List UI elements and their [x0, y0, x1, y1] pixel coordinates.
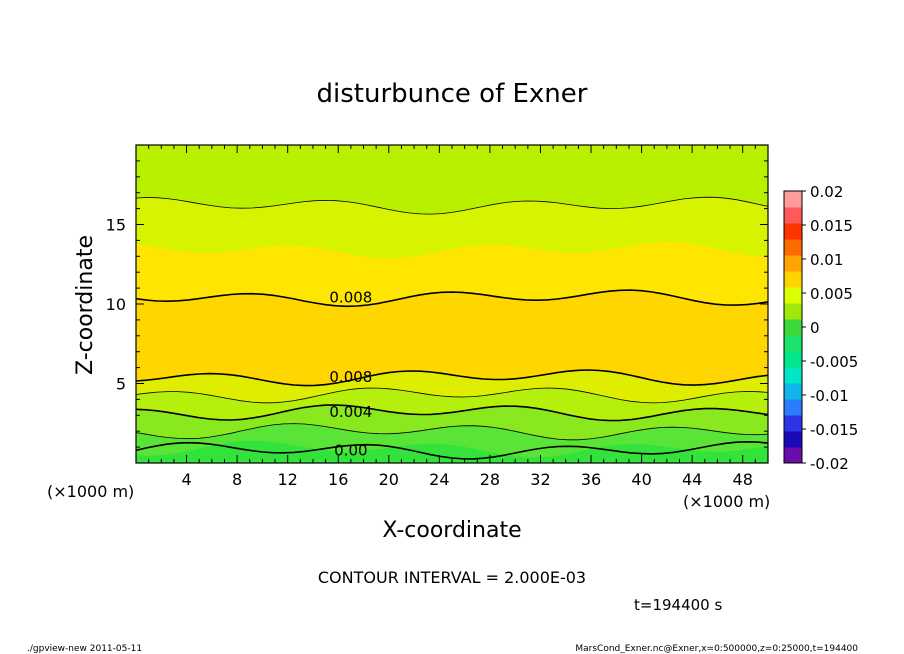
x-axis: 4 8 12 16 20 24 28 32 36 40 44 48	[135, 145, 769, 489]
colorbar-label: 0.02	[810, 183, 843, 201]
contour-line	[136, 387, 768, 404]
y-axis-label: Z-coordinate	[73, 235, 98, 375]
x-tick-label: 24	[429, 470, 449, 489]
colorbar-swatch	[784, 383, 802, 400]
footer-right: MarsCond_Exner.nc@Exner,x=0:500000,z=0:2…	[575, 644, 858, 654]
contour-interval-text: CONTOUR INTERVAL = 2.000E-03	[318, 568, 586, 587]
colorbar-swatch	[784, 271, 802, 288]
contour-line	[136, 423, 768, 441]
contour-line	[136, 289, 768, 308]
x-tick-label: 8	[232, 470, 242, 489]
x-tick-label: 16	[328, 470, 348, 489]
colorbar-label: -0.02	[810, 455, 849, 473]
x-tick-label: 32	[530, 470, 550, 489]
contour-line	[136, 196, 768, 215]
colorbar-swatch	[784, 255, 802, 272]
colorbar-label: 0	[810, 319, 820, 337]
contour-label: 0.008	[329, 368, 372, 386]
x-tick-label: 28	[480, 470, 500, 489]
y-tick-label: 10	[106, 295, 126, 314]
y-tick-label: 5	[116, 375, 126, 394]
colorbar-swatch	[784, 351, 802, 368]
colorbar-swatch	[784, 303, 802, 320]
colorbar-label: -0.01	[810, 387, 849, 405]
colorbar-label: -0.005	[810, 353, 858, 371]
y-axis: 5 10 15	[106, 144, 768, 464]
colorbar: 0.02 0.015 0.01 0.005 0 -0.005 -0.01 -0.015 -0.0…	[783, 183, 858, 473]
colorbar-swatch	[784, 319, 802, 336]
contour-label: 0.00	[334, 441, 367, 459]
colorbar-swatch	[784, 207, 802, 224]
colorbar-swatch	[784, 399, 802, 416]
colorbar-swatch	[784, 223, 802, 240]
contour-line	[136, 404, 768, 422]
x-tick-label: 36	[581, 470, 601, 489]
colorbar-swatch	[784, 335, 802, 352]
footer-left: ./gpview-new 2011-05-11	[27, 644, 142, 654]
colorbar-swatch	[784, 431, 802, 448]
colorbar-label: 0.015	[810, 217, 853, 235]
x-tick-label: 4	[181, 470, 191, 489]
contour-label: 0.004	[329, 403, 372, 421]
chart-title: disturbunce of Exner	[317, 79, 588, 109]
plot-area: 0.00 0.004 0.008 0.008	[135, 144, 769, 464]
contour-line	[136, 369, 768, 387]
contour-band	[136, 440, 768, 463]
x-unit-left: (×1000 m)	[47, 482, 134, 501]
colorbar-swatch	[784, 447, 802, 464]
time-text: t=194400 s	[634, 596, 722, 614]
x-tick-label: 44	[682, 470, 702, 489]
contour-label: 0.008	[329, 289, 372, 307]
y-tick-label: 15	[106, 216, 126, 235]
colorbar-label: 0.005	[810, 285, 853, 303]
colorbar-label: -0.015	[810, 421, 858, 439]
x-tick-label: 48	[733, 470, 753, 489]
x-tick-label: 40	[631, 470, 651, 489]
colorbar-swatch	[784, 415, 802, 432]
x-unit-right: (×1000 m)	[683, 492, 770, 511]
colorbar-swatch	[784, 239, 802, 256]
x-axis-label: X-coordinate	[382, 518, 521, 543]
colorbar-label: 0.01	[810, 251, 843, 269]
contour-line	[136, 440, 768, 460]
colorbar-swatch	[784, 287, 802, 304]
colorbar-swatch	[784, 367, 802, 384]
x-tick-label: 20	[379, 470, 399, 489]
colorbar-swatch	[784, 191, 802, 208]
x-tick-label: 12	[278, 470, 298, 489]
